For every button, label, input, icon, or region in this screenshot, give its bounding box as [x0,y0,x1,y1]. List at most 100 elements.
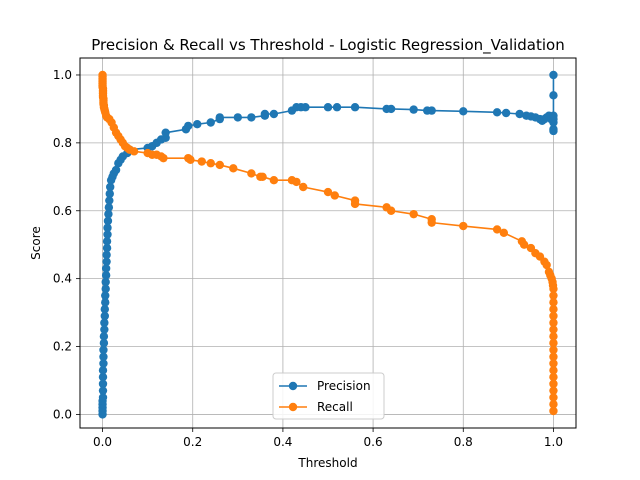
recall-point [206,159,215,168]
precision-point [492,108,502,117]
precision-point [104,203,114,212]
precision-point [100,304,110,314]
precision-point [549,111,558,120]
precision-point [386,104,396,114]
precision-point [101,271,111,280]
plot-frame [79,57,577,429]
recall-point [549,311,558,321]
ticks: 0.0 0.2 0.4 0.6 0.8 1.0 0.0 0.2 0.4 0.6 0.8 1.0 [53,68,563,449]
recall-point [549,352,558,361]
recall-point [409,209,418,219]
recall-point [549,291,558,300]
recall-point [299,182,308,192]
precision-point [98,393,108,402]
legend: Precision Recall [272,372,385,420]
x-tick-label: 1.0 [544,435,563,449]
precision-point [515,109,524,119]
precision-point [99,359,108,368]
recall-point [549,325,558,334]
precision-point [215,113,224,122]
precision-point [101,291,110,300]
y-tick-label: 0.6 [53,204,72,218]
precision-point [102,257,111,266]
precision-point [184,121,193,131]
precision-point [102,243,112,253]
precision-point [101,284,110,294]
recall-point [129,147,139,156]
recall-point [549,372,558,382]
precision-point [98,372,108,382]
y-tick-label: 1.0 [53,68,72,82]
series-recall [98,70,558,416]
series-layer [98,70,558,419]
x-tick-label: 0.4 [273,435,292,449]
precision-point [350,103,360,112]
precision-point [501,108,511,118]
y-tick-label: 0.4 [53,272,72,286]
precision-point [99,332,109,341]
y-axis-label: Score [29,226,43,260]
recall-point [499,228,509,238]
recall-point [549,406,558,416]
legend-item-recall: Recall [279,400,353,414]
recall-point [186,155,195,165]
precision-point [111,165,121,175]
recall-point [549,393,558,402]
precision-point [98,379,108,389]
precision-point [247,113,256,122]
recall-point [323,187,333,197]
recall-point [427,218,436,227]
recall-point [549,332,558,341]
precision-point [102,250,111,260]
precision-point [104,209,113,219]
precision-point [193,119,202,129]
recall-point [542,260,551,270]
precision-point [106,182,115,192]
x-axis-label: Threshold [297,456,357,470]
recall-point [549,366,558,375]
recall-point [549,400,558,409]
recall-point [549,298,558,307]
precision-point [409,105,418,114]
precision-point [269,109,279,119]
recall-point [292,177,301,187]
precision-point [98,366,108,375]
precision-point [105,196,114,205]
recall-point [519,240,529,249]
recall-point [258,172,267,182]
precision-point [103,230,112,239]
precision-point [100,311,110,321]
recall-point [549,379,558,389]
x-tick-label: 0.0 [93,435,112,449]
recall-point [549,359,558,368]
precision-point [102,237,112,246]
recall-point [459,221,468,231]
precision-point [549,126,558,136]
precision-point [206,118,215,127]
x-tick-label: 0.6 [364,435,383,449]
precision-point [98,386,108,395]
legend-label-precision: Precision [317,379,371,393]
recall-point [492,225,502,234]
recall-point [269,176,279,185]
recall-point [159,153,168,163]
precision-point [103,216,113,226]
precision-point [332,103,342,112]
recall-point [549,304,558,314]
y-tick-label: 0.0 [53,407,72,421]
precision-point [100,318,109,327]
recall-point [350,199,360,209]
precision-point [105,189,114,198]
recall-point [386,206,396,215]
precision-point [99,345,108,355]
recall-point [549,386,558,395]
precision-point [161,128,170,137]
x-tick-label: 0.2 [183,435,202,449]
recall-point [215,160,224,170]
grid [80,58,576,428]
y-tick-label: 0.2 [53,340,72,354]
precision-point [260,109,270,119]
series-precision [98,70,558,419]
y-tick-label: 0.8 [53,136,72,150]
